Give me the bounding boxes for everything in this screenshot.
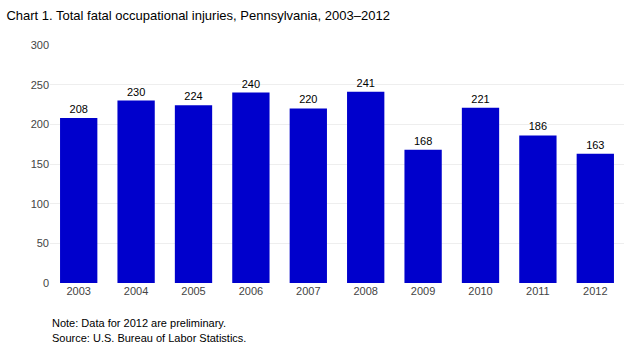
- svg-text:2012: 2012: [583, 285, 607, 297]
- svg-text:163: 163: [586, 139, 604, 151]
- svg-text:Source: U.S. Bureau of Labor S: Source: U.S. Bureau of Labor Statistics.: [52, 332, 246, 344]
- svg-text:2007: 2007: [296, 285, 320, 297]
- svg-text:2006: 2006: [239, 285, 263, 297]
- svg-text:220: 220: [299, 93, 317, 105]
- svg-text:2011: 2011: [526, 285, 550, 297]
- svg-text:50: 50: [37, 237, 49, 249]
- svg-text:100: 100: [31, 198, 49, 210]
- svg-text:150: 150: [31, 158, 49, 170]
- svg-text:300: 300: [31, 39, 49, 51]
- svg-text:2009: 2009: [411, 285, 435, 297]
- svg-text:2008: 2008: [353, 285, 377, 297]
- svg-text:221: 221: [471, 93, 489, 105]
- svg-text:0: 0: [43, 277, 49, 289]
- svg-text:168: 168: [414, 135, 432, 147]
- svg-text:186: 186: [529, 120, 547, 132]
- svg-text:208: 208: [70, 103, 88, 115]
- svg-text:241: 241: [357, 77, 375, 89]
- svg-text:230: 230: [127, 86, 145, 98]
- svg-text:250: 250: [31, 79, 49, 91]
- svg-text:224: 224: [184, 90, 202, 102]
- svg-text:2010: 2010: [468, 285, 492, 297]
- svg-text:2005: 2005: [181, 285, 205, 297]
- svg-text:2003: 2003: [66, 285, 90, 297]
- svg-text:Note: Data for 2012 are prelim: Note: Data for 2012 are preliminary.: [52, 317, 226, 329]
- svg-text:2004: 2004: [124, 285, 148, 297]
- svg-text:Chart 1. Total fatal occupatio: Chart 1. Total fatal occupational injuri…: [6, 8, 390, 23]
- svg-text:200: 200: [31, 118, 49, 130]
- svg-text:240: 240: [242, 78, 260, 90]
